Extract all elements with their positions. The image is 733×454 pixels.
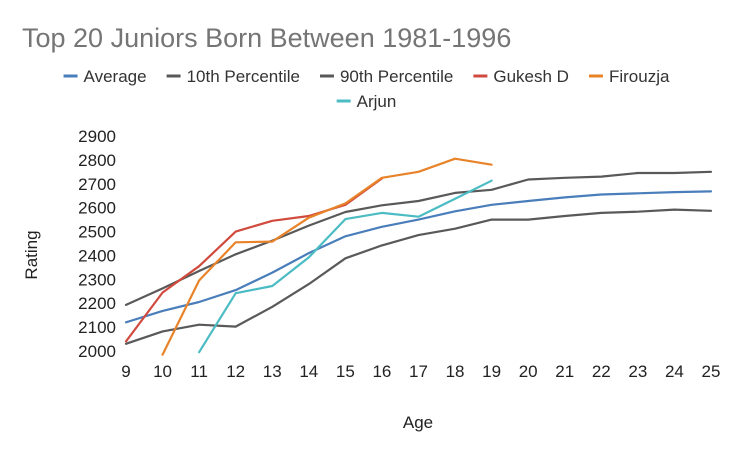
x-tick-label: 25 xyxy=(702,362,721,381)
legend-label-firouzja: Firouzja xyxy=(609,67,670,86)
y-tick-label: 2300 xyxy=(78,270,116,289)
x-tick-label: 24 xyxy=(665,362,684,381)
x-tick-label: 9 xyxy=(121,362,130,381)
x-tick-label: 23 xyxy=(628,362,647,381)
y-tick-label: 2800 xyxy=(78,151,116,170)
series-line-average xyxy=(124,190,713,324)
y-tick-label: 2500 xyxy=(78,223,116,242)
chart-title: Top 20 Juniors Born Between 1981-1996 xyxy=(22,23,511,53)
y-axis-title: Rating xyxy=(22,230,41,279)
series-line-firouzja xyxy=(161,157,493,356)
x-tick-label: 10 xyxy=(153,362,172,381)
series-line-90th-percentile xyxy=(124,170,713,306)
y-axis-ticks: 2000 2100 2200 2300 2400 2500 2600 2700 2800 2900 xyxy=(78,127,116,361)
x-tick-label: 16 xyxy=(372,362,391,381)
x-tick-label: 19 xyxy=(482,362,501,381)
series-lines xyxy=(124,157,713,356)
legend-label-gukesh-d: Gukesh D xyxy=(493,67,569,86)
x-tick-label: 13 xyxy=(263,362,282,381)
legend-label-arjun: Arjun xyxy=(357,92,397,111)
y-tick-label: 2900 xyxy=(78,127,116,146)
y-tick-label: 2400 xyxy=(78,246,116,265)
x-tick-label: 11 xyxy=(190,362,208,381)
legend-label-90th-percentile: 90th Percentile xyxy=(340,67,453,86)
x-tick-label: 21 xyxy=(555,362,574,381)
y-tick-label: 2600 xyxy=(78,199,116,218)
legend-label-10th-percentile: 10th Percentile xyxy=(187,67,300,86)
x-tick-label: 12 xyxy=(226,362,245,381)
x-axis-ticks: 9 10 11 12 13 14 15 16 17 18 19 20 21 22 23 24 25 xyxy=(121,362,720,381)
x-tick-label: 18 xyxy=(446,362,465,381)
y-tick-label: 2700 xyxy=(78,175,116,194)
x-tick-label: 17 xyxy=(409,362,428,381)
series-line-10th-percentile xyxy=(124,208,713,345)
x-axis-title: Age xyxy=(403,413,433,432)
series-line-arjun xyxy=(198,179,493,354)
legend: Average 10th Percentile 90th Percentile Guk… xyxy=(63,67,670,111)
legend-label-average: Average xyxy=(84,67,147,86)
y-tick-label: 2100 xyxy=(78,318,116,337)
y-tick-label: 2200 xyxy=(78,294,116,313)
y-tick-label: 2000 xyxy=(78,342,116,361)
x-tick-label: 14 xyxy=(299,362,318,381)
x-tick-label: 22 xyxy=(592,362,611,381)
x-tick-label: 15 xyxy=(336,362,355,381)
x-tick-label: 20 xyxy=(519,362,538,381)
